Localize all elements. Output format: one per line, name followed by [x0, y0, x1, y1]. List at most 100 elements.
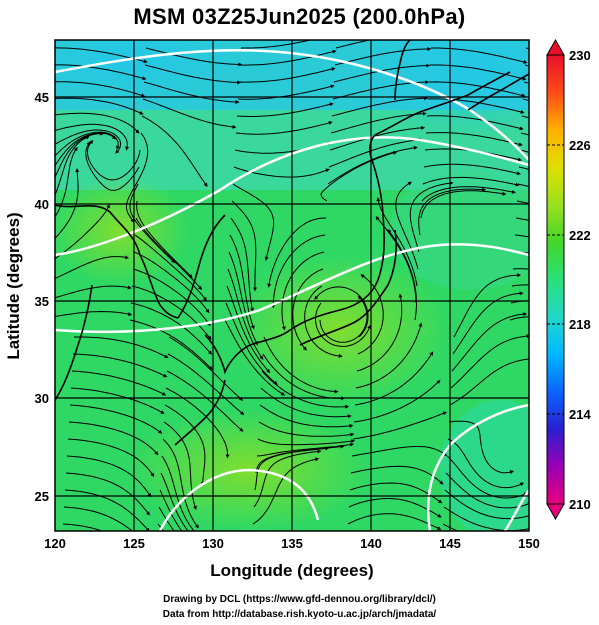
streamline — [327, 145, 418, 185]
streamline — [55, 203, 110, 260]
streamline — [328, 137, 423, 168]
streamline — [453, 273, 522, 338]
streamline — [350, 465, 444, 485]
streamline — [144, 64, 242, 85]
streamline — [142, 98, 237, 129]
streamline — [62, 523, 104, 531]
streamline — [55, 47, 148, 64]
x-tick-label: 140 — [360, 536, 382, 551]
streamline — [418, 187, 487, 236]
streamline — [261, 370, 350, 409]
x-tick-label: 125 — [123, 536, 145, 551]
ryukyu-chain — [174, 379, 226, 446]
streamline — [351, 446, 448, 457]
streamline — [85, 141, 140, 191]
streamline — [235, 121, 333, 135]
y-tick-label: 35 — [35, 294, 49, 309]
streamline — [395, 181, 419, 270]
honshu-pacific-coast — [299, 229, 397, 346]
colorbar-gradient — [546, 54, 565, 505]
streamline — [129, 183, 176, 264]
contour-221 — [55, 136, 529, 257]
streamline — [143, 81, 240, 104]
streamline — [426, 115, 524, 131]
streamline — [450, 334, 529, 389]
streamline — [133, 251, 210, 314]
streamline — [131, 285, 212, 341]
x-tick-label: 150 — [518, 536, 540, 551]
temperature-field — [55, 40, 529, 531]
streamline — [449, 358, 529, 406]
streamline — [443, 506, 529, 531]
contour-lines — [55, 48, 529, 531]
streamline — [55, 132, 117, 167]
x-axis-label: Longitude (degrees) — [210, 561, 373, 580]
graticule — [55, 40, 529, 531]
colorbar-min-arrow — [546, 503, 565, 521]
streamline — [239, 49, 337, 66]
streamline — [63, 506, 134, 531]
colorbar-label: 230 — [569, 48, 591, 63]
streamline — [252, 457, 320, 525]
streamline — [136, 200, 193, 279]
streamline — [304, 285, 343, 358]
streamline — [145, 47, 243, 67]
streamline — [329, 125, 426, 151]
streamline — [55, 97, 144, 115]
streamline — [228, 251, 258, 346]
contour-222-edge — [503, 489, 529, 531]
streamline — [65, 472, 150, 516]
streamline — [68, 421, 159, 456]
x-tick-labels: 120 125 130 135 140 145 150 — [44, 536, 540, 551]
streamline — [334, 46, 432, 66]
streamline — [230, 217, 254, 313]
streamline — [232, 183, 275, 261]
streamline — [162, 438, 199, 529]
streamline — [451, 312, 528, 372]
streamline — [55, 168, 80, 240]
streamline — [241, 40, 313, 49]
colorbar-label: 226 — [569, 138, 591, 153]
streamline — [256, 442, 355, 457]
streamline — [253, 449, 322, 508]
streamline — [421, 186, 516, 202]
streamline — [236, 102, 334, 117]
streamline — [509, 316, 529, 321]
kyushu-coast — [204, 329, 291, 375]
streamline — [445, 472, 529, 509]
streamline — [134, 234, 207, 302]
streamline — [446, 455, 529, 499]
streamline — [257, 438, 356, 446]
x-tick-label: 135 — [281, 536, 303, 551]
streamline — [55, 112, 140, 134]
streamline — [425, 132, 523, 147]
streamline — [375, 216, 417, 304]
streamline — [130, 302, 213, 355]
streamline — [331, 96, 429, 117]
streamline — [141, 115, 208, 188]
contour-220-mid — [55, 243, 529, 334]
streamline — [55, 64, 147, 81]
page-title: MSM 03Z25Jun2025 (200.0hPa) — [133, 4, 466, 29]
streamline — [511, 284, 529, 287]
streamline — [55, 285, 132, 299]
x-tick-label: 120 — [44, 536, 66, 551]
colorbar-label: 210 — [569, 497, 591, 512]
streamline — [125, 132, 149, 223]
streamline — [352, 411, 447, 440]
streamline — [281, 251, 325, 331]
y-tick-label: 40 — [35, 197, 49, 212]
streamline — [161, 455, 195, 531]
streamline — [444, 489, 529, 520]
streamline — [64, 489, 150, 531]
streamline — [259, 404, 354, 428]
streamline — [74, 336, 169, 358]
streamline — [427, 98, 525, 114]
streamline — [129, 319, 213, 370]
streamline — [320, 151, 398, 202]
streamline — [447, 438, 525, 489]
streamline — [409, 181, 454, 253]
streamline — [431, 47, 528, 64]
colorbar-label: 214 — [569, 407, 591, 422]
